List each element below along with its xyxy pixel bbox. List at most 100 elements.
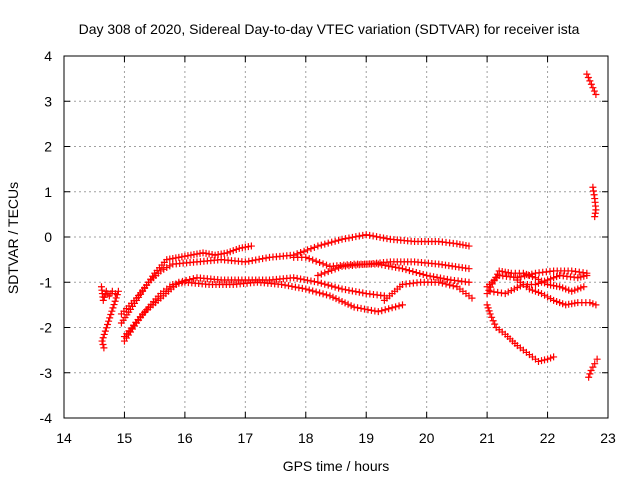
data-point — [262, 254, 270, 262]
data-point — [592, 90, 600, 98]
data-point — [379, 234, 387, 242]
data-point — [338, 235, 346, 243]
data-point — [442, 280, 450, 288]
data-point — [304, 246, 312, 254]
data-point — [109, 304, 117, 312]
data-point — [584, 73, 592, 81]
data-point — [321, 280, 329, 288]
data-point — [369, 232, 377, 240]
data-point — [485, 286, 493, 294]
x-tick-label: 18 — [298, 430, 314, 446]
data-point — [326, 292, 334, 300]
series-right-mid — [589, 183, 600, 221]
data-point — [304, 276, 312, 284]
data-point — [345, 286, 353, 294]
data-point — [589, 300, 597, 308]
data-point — [556, 283, 564, 291]
data-point — [102, 324, 110, 332]
data-point — [108, 307, 116, 315]
data-point — [513, 284, 521, 292]
data-point — [278, 281, 286, 289]
data-point — [544, 276, 552, 284]
data-point — [419, 270, 427, 278]
data-point — [335, 296, 343, 304]
data-point — [550, 353, 558, 361]
data-point — [350, 303, 358, 311]
data-point — [295, 284, 303, 292]
data-point — [331, 283, 339, 291]
x-tick-label: 16 — [177, 430, 193, 446]
data-point — [300, 247, 308, 255]
data-point — [371, 307, 379, 315]
data-point — [485, 307, 493, 315]
data-point — [392, 263, 400, 271]
chart-title: Day 308 of 2020, Sidereal Day-to-day VTE… — [79, 21, 580, 37]
data-point — [388, 263, 396, 271]
data-point — [341, 235, 349, 243]
x-tick-label: 21 — [479, 430, 495, 446]
data-point — [305, 286, 313, 294]
data-point — [100, 330, 108, 338]
data-point — [163, 264, 171, 272]
data-point — [591, 213, 599, 221]
data-point — [98, 337, 106, 345]
data-point — [314, 271, 322, 279]
data-point — [160, 265, 168, 273]
data-point — [354, 304, 362, 312]
data-point — [317, 270, 325, 278]
data-point — [589, 84, 597, 92]
data-point — [328, 282, 336, 290]
data-point — [104, 320, 112, 328]
data-point — [248, 257, 256, 265]
data-point — [328, 266, 336, 274]
data-point — [297, 249, 305, 257]
x-tick-label: 17 — [238, 430, 254, 446]
data-point — [525, 271, 533, 279]
data-point — [309, 256, 317, 264]
grid — [64, 56, 608, 418]
data-point — [157, 267, 165, 275]
data-point — [547, 354, 555, 362]
data-point — [592, 301, 600, 309]
data-point — [580, 283, 588, 291]
data-point — [226, 248, 234, 256]
data-point — [568, 287, 576, 295]
data-point — [314, 242, 322, 250]
data-point — [376, 233, 384, 241]
data-point — [571, 286, 579, 294]
data-point — [291, 283, 299, 291]
data-point — [341, 299, 349, 307]
data-point — [99, 296, 107, 304]
data-point — [591, 360, 599, 368]
data-point — [538, 290, 546, 298]
data-point — [245, 257, 253, 265]
data-point — [388, 304, 396, 312]
data-point — [366, 231, 374, 239]
data-point — [111, 297, 119, 305]
series-right-bottom — [585, 355, 601, 381]
data-point — [332, 295, 340, 303]
y-tick-label: 4 — [44, 48, 52, 64]
data-point — [402, 266, 410, 274]
data-point — [586, 370, 594, 378]
data-point — [297, 275, 305, 283]
data-point — [305, 255, 313, 263]
data-point — [547, 295, 555, 303]
data-point — [465, 265, 473, 273]
data-point — [335, 284, 343, 292]
data-point — [531, 274, 539, 282]
data-point — [583, 271, 591, 279]
data-point — [178, 277, 186, 285]
data-point — [577, 284, 585, 292]
y-tick-label: -4 — [40, 410, 53, 426]
data-point — [541, 277, 549, 285]
data-point — [323, 291, 331, 299]
data-point — [385, 262, 393, 270]
data-point — [507, 287, 515, 295]
data-point — [488, 280, 496, 288]
data-point — [544, 293, 552, 301]
data-point — [541, 356, 549, 364]
data-point — [189, 275, 197, 283]
data-points — [97, 70, 601, 381]
